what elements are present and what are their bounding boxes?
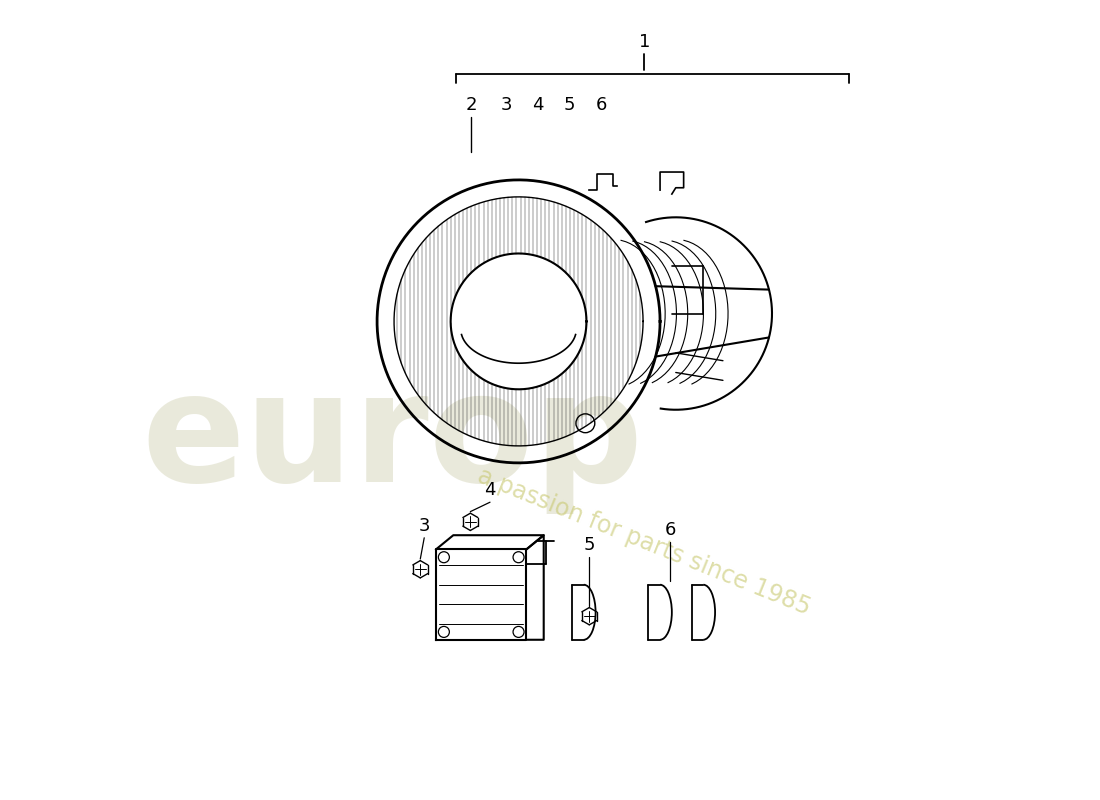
Text: 4: 4 (484, 482, 496, 499)
Text: europ: europ (142, 365, 644, 514)
Text: 3: 3 (500, 96, 513, 114)
Text: 5: 5 (584, 537, 595, 554)
Text: 5: 5 (564, 96, 575, 114)
Text: 4: 4 (532, 96, 544, 114)
Text: a passion for parts since 1985: a passion for parts since 1985 (474, 463, 814, 619)
Text: 1: 1 (639, 34, 650, 51)
Text: 6: 6 (595, 96, 607, 114)
Text: 2: 2 (465, 96, 477, 114)
Text: 3: 3 (418, 517, 430, 535)
Text: 6: 6 (664, 521, 676, 538)
